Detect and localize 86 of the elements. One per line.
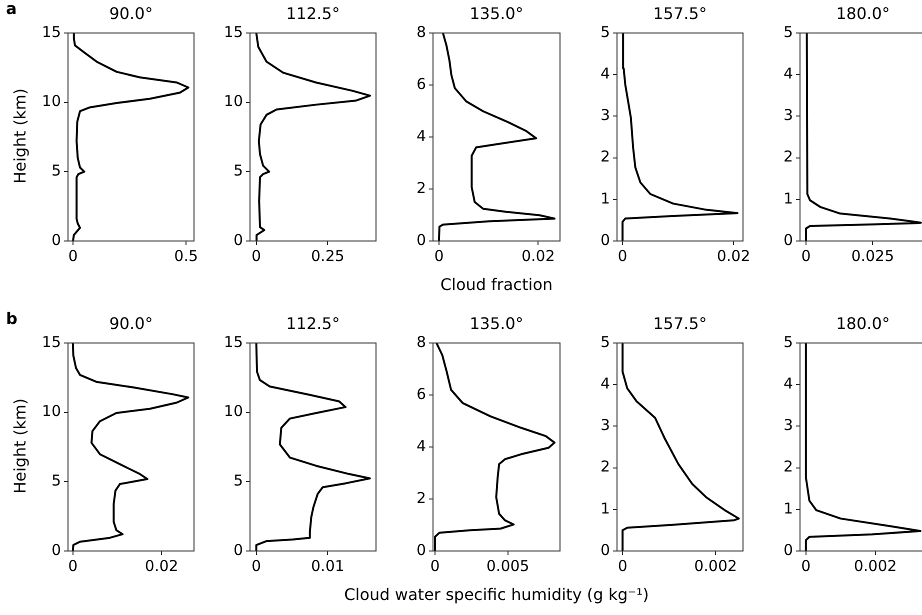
y-tick-label: 10 — [224, 92, 243, 110]
chart-title: 180.0° — [836, 314, 890, 333]
y-axis-title: Height (km) — [10, 88, 30, 184]
x-tick-label: 0 — [618, 556, 628, 575]
x-tick-label: 0.02 — [144, 556, 178, 575]
x-tick-label: 0.02 — [716, 246, 750, 265]
x-tick-label: 0 — [252, 246, 262, 265]
y-tick-label: 4 — [600, 374, 610, 392]
y-tick-label: 0 — [416, 540, 426, 559]
y-tick-label: 0 — [783, 540, 793, 559]
y-tick-label: 10 — [224, 402, 243, 420]
y-tick-label: 0 — [233, 230, 243, 249]
y-tick-label: 0 — [600, 230, 610, 249]
x-tick-label: 0.02 — [521, 246, 555, 265]
chart-title: 135.0° — [470, 4, 524, 23]
chart-title: 180.0° — [836, 4, 890, 23]
x-tick-label: 0 — [801, 556, 811, 575]
y-tick-label: 1 — [600, 189, 610, 208]
text: a — [6, 0, 17, 18]
y-tick-label: 3 — [783, 416, 793, 434]
y-tick-label: 15 — [42, 22, 61, 41]
y-tick-label: 3 — [600, 416, 610, 434]
x-tick-label: 0.025 — [851, 246, 894, 265]
x-tick-label: 0 — [252, 556, 262, 575]
y-tick-label: 3 — [783, 106, 793, 124]
chart-title: 157.5° — [653, 4, 707, 23]
y-tick-label: 0 — [51, 230, 61, 249]
y-tick-label: 8 — [416, 332, 426, 351]
y-tick-label: 0 — [416, 230, 426, 249]
y-tick-label: 5 — [600, 22, 610, 41]
y-tick-label: 1 — [600, 499, 610, 518]
chart-title: 90.0° — [109, 314, 153, 333]
x-tick-label: 0 — [68, 246, 78, 265]
y-tick-label: 5 — [51, 472, 61, 490]
y-axis-title: Height (km) — [10, 398, 30, 494]
y-tick-label: 8 — [416, 22, 426, 41]
chart-title: 135.0° — [470, 314, 524, 333]
y-tick-label: 0 — [600, 540, 610, 559]
chart-title: 112.5° — [286, 4, 340, 23]
y-tick-label: 6 — [416, 74, 426, 93]
x-axis-title: Cloud fraction — [440, 275, 553, 294]
y-tick-label: 5 — [51, 162, 61, 180]
x-tick-label: 0.002 — [854, 556, 897, 575]
x-tick-label: 0 — [801, 246, 811, 265]
x-tick-label: 0 — [430, 556, 440, 575]
x-tick-label: 0 — [618, 246, 628, 265]
y-tick-label: 1 — [783, 189, 793, 208]
y-tick-label: 4 — [783, 374, 793, 392]
chart-title: 157.5° — [653, 314, 707, 333]
y-tick-label: 1 — [783, 499, 793, 518]
y-tick-label: 10 — [42, 402, 61, 420]
x-tick-label: 0 — [434, 246, 444, 265]
y-tick-label: 5 — [233, 472, 243, 490]
y-tick-label: 10 — [42, 92, 61, 110]
x-tick-label: 0.5 — [174, 246, 198, 265]
x-tick-label: 0 — [68, 556, 78, 575]
y-tick-label: 3 — [600, 106, 610, 124]
y-tick-label: 0 — [51, 540, 61, 559]
y-tick-label: 5 — [233, 162, 243, 180]
y-tick-label: 4 — [783, 64, 793, 82]
y-tick-label: 6 — [416, 384, 426, 403]
x-axis-title: Cloud water specific humidity (g kg⁻¹) — [344, 585, 649, 604]
y-tick-label: 2 — [600, 458, 610, 476]
x-tick-label: 0.002 — [694, 556, 738, 575]
chart-title: 90.0° — [109, 4, 153, 23]
y-tick-label: 15 — [42, 332, 61, 351]
y-tick-label: 4 — [600, 64, 610, 82]
y-tick-label: 4 — [416, 436, 426, 455]
chart-title: 112.5° — [286, 314, 340, 333]
y-tick-label: 2 — [783, 458, 793, 476]
y-tick-label: 0 — [233, 540, 243, 559]
y-tick-label: 2 — [783, 148, 793, 166]
x-tick-label: 0.25 — [311, 246, 344, 265]
y-tick-label: 2 — [600, 148, 610, 166]
x-tick-label: 0.01 — [311, 556, 344, 575]
y-tick-label: 15 — [224, 22, 243, 41]
y-tick-label: 4 — [416, 126, 426, 145]
y-tick-label: 5 — [783, 332, 793, 351]
x-tick-label: 0.005 — [486, 556, 530, 575]
y-tick-label: 15 — [224, 332, 243, 351]
y-tick-label: 5 — [600, 332, 610, 351]
y-tick-label: 0 — [783, 230, 793, 249]
y-tick-label: 2 — [416, 488, 426, 507]
text: b — [6, 309, 18, 328]
y-tick-label: 5 — [783, 22, 793, 41]
y-tick-label: 2 — [416, 178, 426, 197]
